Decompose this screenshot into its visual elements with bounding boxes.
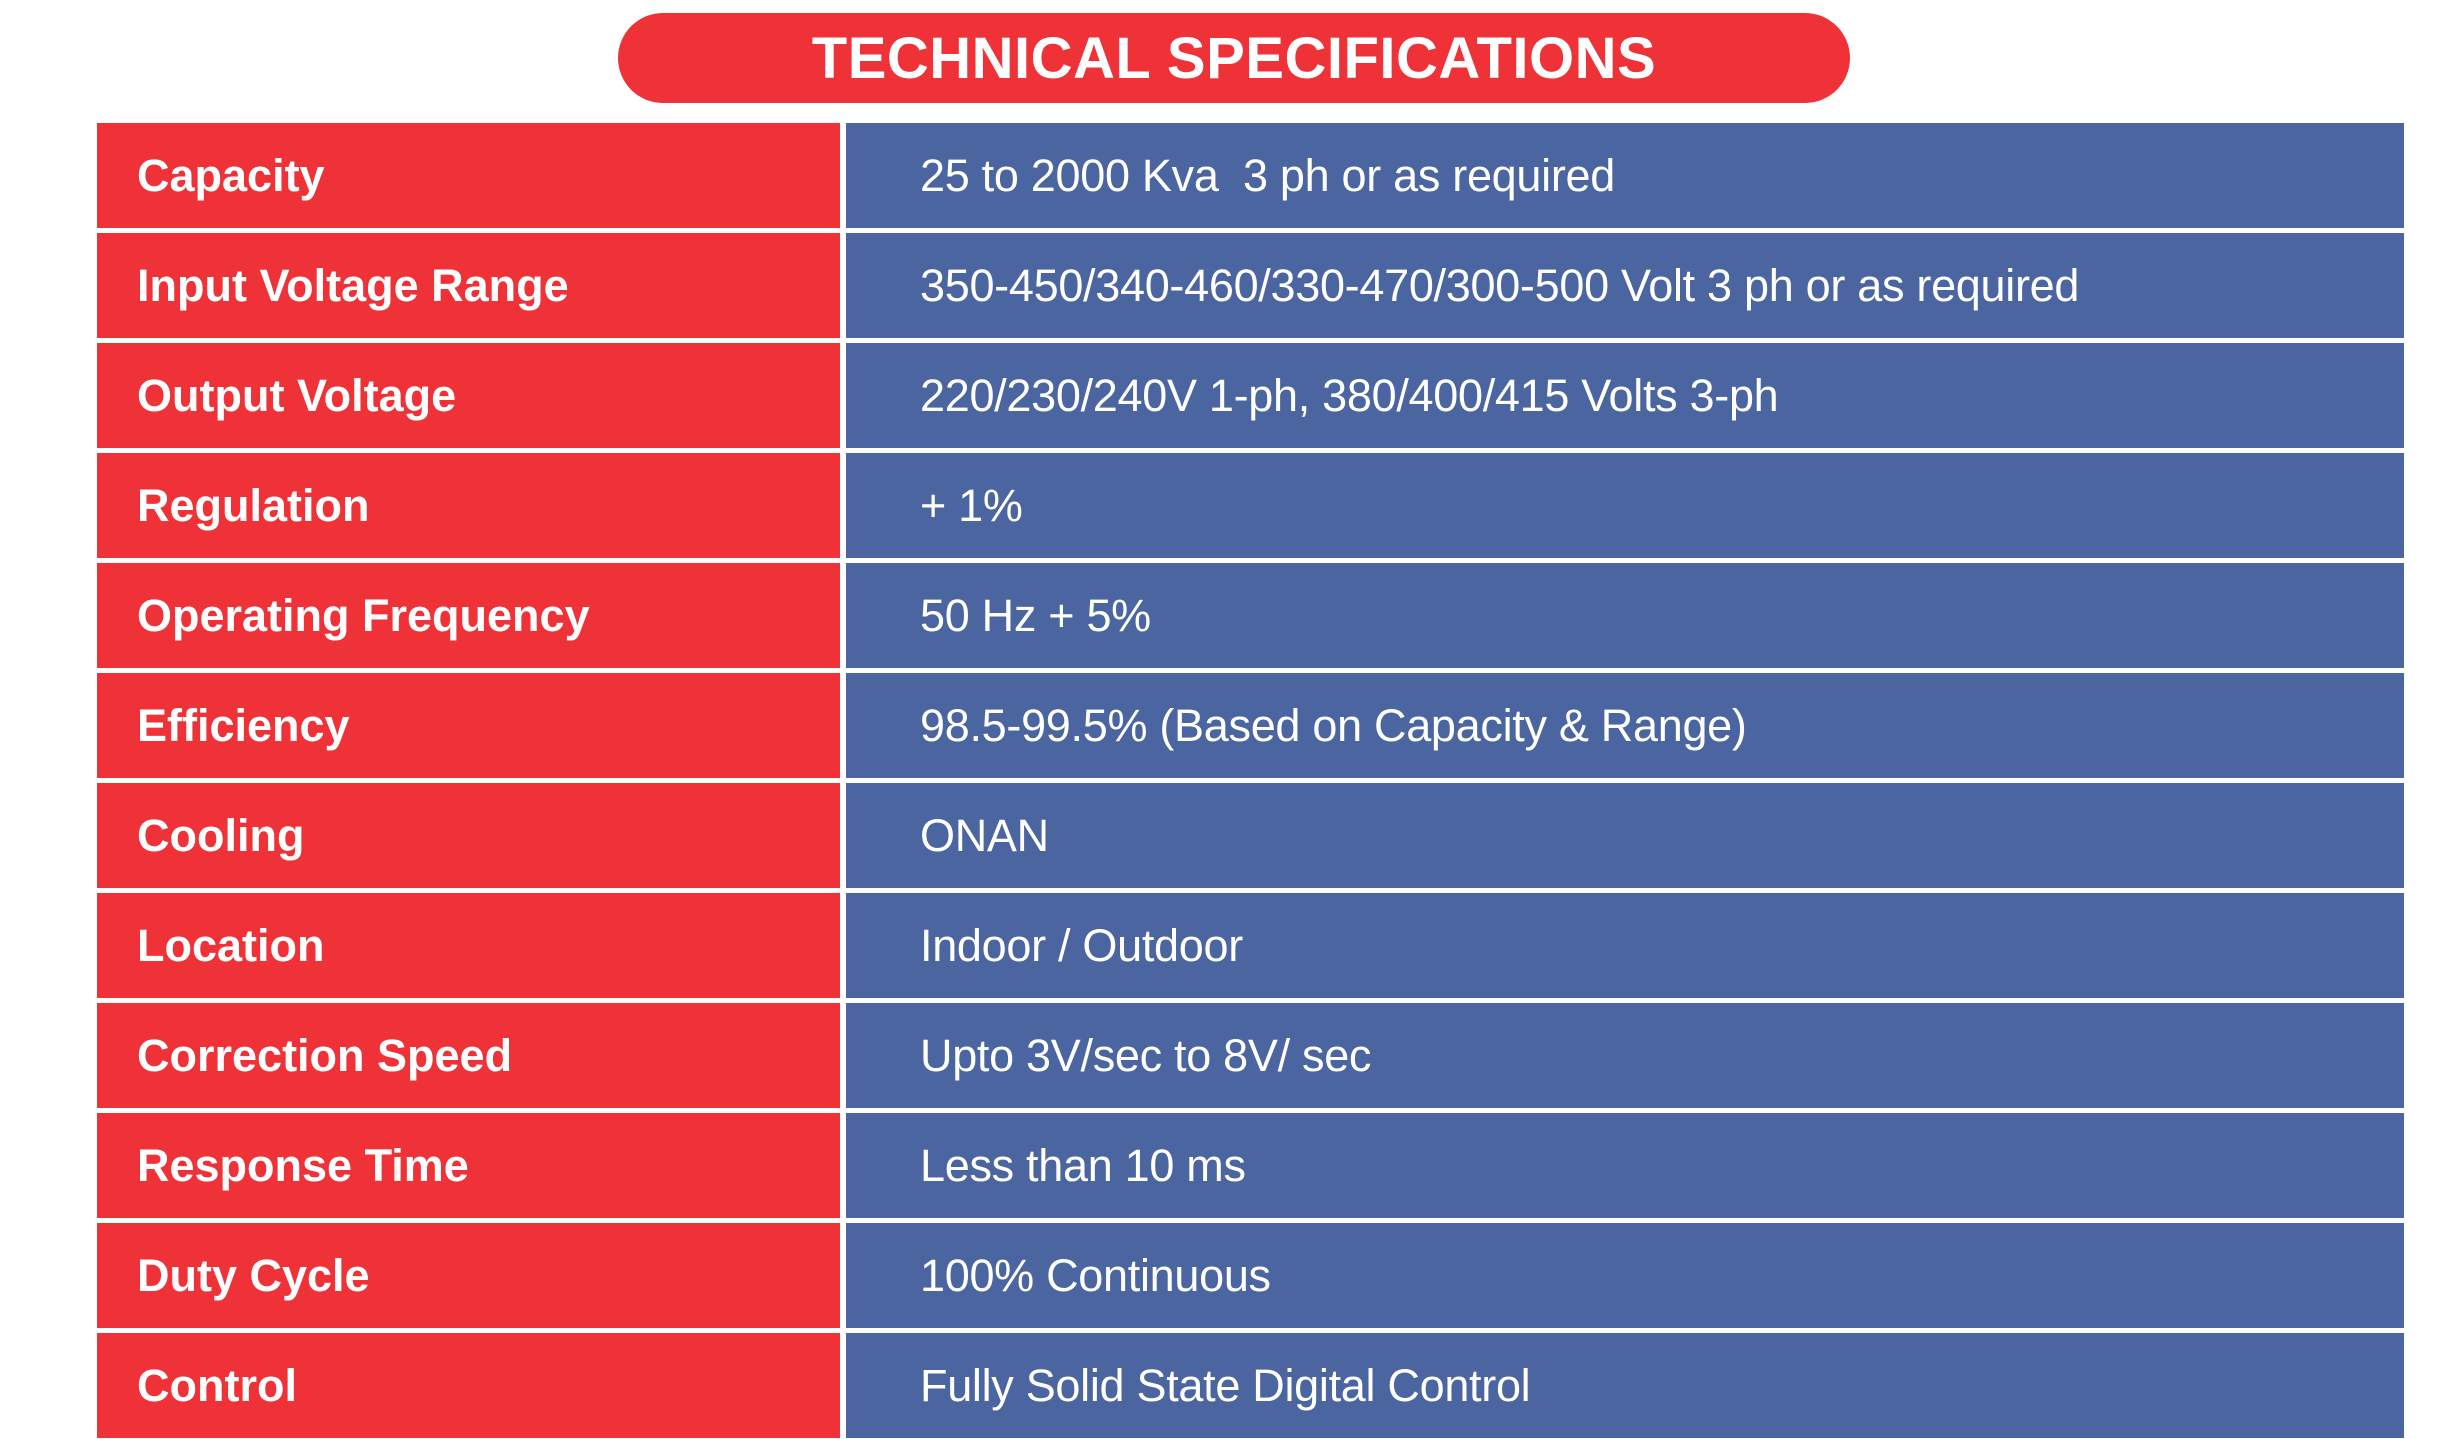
table-row: Efficiency 98.5-99.5% (Based on Capacity…: [97, 673, 2404, 778]
spec-label: Cooling: [97, 783, 840, 888]
spec-value: 50 Hz + 5%: [846, 563, 2404, 668]
spec-label: Capacity: [97, 123, 840, 228]
spec-label: Response Time: [97, 1113, 840, 1218]
table-row: Correction Speed Upto 3V/sec to 8V/ sec: [97, 1003, 2404, 1108]
spec-label: Correction Speed: [97, 1003, 840, 1108]
spec-value: Fully Solid State Digital Control: [846, 1333, 2404, 1438]
spec-value: Upto 3V/sec to 8V/ sec: [846, 1003, 2404, 1108]
spec-value: 100% Continuous: [846, 1223, 2404, 1328]
spec-value: 98.5-99.5% (Based on Capacity & Range): [846, 673, 2404, 778]
table-row: Input Voltage Range 350-450/340-460/330-…: [97, 233, 2404, 338]
title-banner: TECHNICAL SPECIFICATIONS: [618, 13, 1850, 103]
table-row: Location Indoor / Outdoor: [97, 893, 2404, 998]
spec-label: Duty Cycle: [97, 1223, 840, 1328]
table-row: Capacity 25 to 2000 Kva 3 ph or as requi…: [97, 123, 2404, 228]
table-row: Output Voltage 220/230/240V 1-ph, 380/40…: [97, 343, 2404, 448]
spec-value: Indoor / Outdoor: [846, 893, 2404, 998]
spec-label: Control: [97, 1333, 840, 1438]
spec-value: Less than 10 ms: [846, 1113, 2404, 1218]
spec-value: 25 to 2000 Kva 3 ph or as required: [846, 123, 2404, 228]
spec-value: ONAN: [846, 783, 2404, 888]
table-row: Regulation + 1%: [97, 453, 2404, 558]
table-row: Operating Frequency 50 Hz + 5%: [97, 563, 2404, 668]
table-row: Duty Cycle 100% Continuous: [97, 1223, 2404, 1328]
spec-label: Efficiency: [97, 673, 840, 778]
table-row: Response Time Less than 10 ms: [97, 1113, 2404, 1218]
spec-table: Capacity 25 to 2000 Kva 3 ph or as requi…: [97, 123, 2404, 1438]
spec-value: + 1%: [846, 453, 2404, 558]
table-row: Control Fully Solid State Digital Contro…: [97, 1333, 2404, 1438]
table-row: Cooling ONAN: [97, 783, 2404, 888]
spec-label: Regulation: [97, 453, 840, 558]
spec-label: Operating Frequency: [97, 563, 840, 668]
spec-value: 350-450/340-460/330-470/300-500 Volt 3 p…: [846, 233, 2404, 338]
spec-label: Output Voltage: [97, 343, 840, 448]
spec-value: 220/230/240V 1-ph, 380/400/415 Volts 3-p…: [846, 343, 2404, 448]
spec-label: Input Voltage Range: [97, 233, 840, 338]
page-title: TECHNICAL SPECIFICATIONS: [811, 25, 1657, 91]
spec-label: Location: [97, 893, 840, 998]
